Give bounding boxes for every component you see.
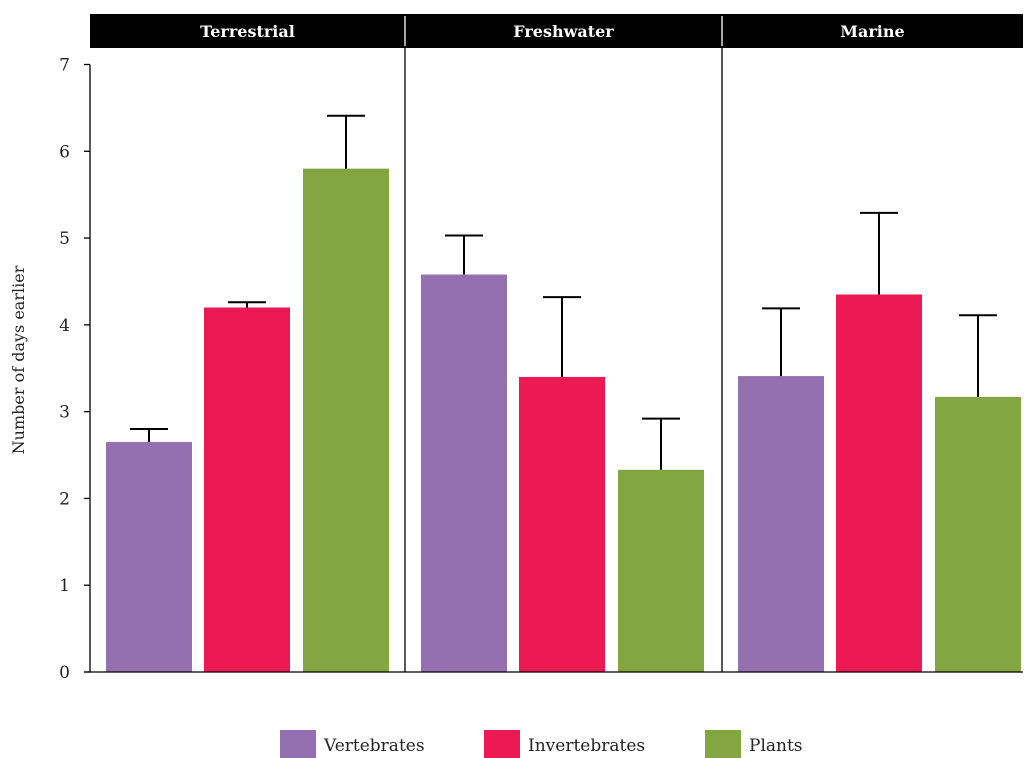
bar-freshwater-invertebrates — [519, 377, 605, 672]
legend-swatch-plants — [705, 730, 741, 758]
y-tick-label: 3 — [59, 403, 70, 423]
legend-swatch-invertebrates — [484, 730, 520, 758]
legend-label-plants: Plants — [749, 736, 803, 756]
y-tick-label: 4 — [59, 316, 70, 336]
bar-freshwater-plants — [618, 470, 704, 672]
bar-freshwater-vertebrates — [421, 275, 507, 672]
panel-title-freshwater: Freshwater — [513, 22, 614, 41]
bars — [106, 169, 1021, 672]
bar-marine-invertebrates — [836, 294, 922, 672]
y-tick-label: 0 — [59, 663, 70, 683]
legend-swatch-vertebrates — [280, 730, 316, 758]
y-tick-label: 6 — [59, 142, 70, 162]
panel-title-terrestrial: Terrestrial — [200, 22, 295, 41]
panel-headers: Terrestrial Freshwater Marine — [90, 14, 1023, 48]
legend-label-vertebrates: Vertebrates — [323, 736, 425, 756]
y-tick-label: 7 — [59, 56, 70, 76]
y-tick-label: 5 — [59, 229, 70, 249]
bar-terrestrial-invertebrates — [204, 308, 290, 673]
y-tick-label: 2 — [59, 489, 70, 509]
bar-marine-vertebrates — [738, 376, 824, 672]
legend: Vertebrates Invertebrates Plants — [280, 730, 803, 758]
bar-terrestrial-plants — [303, 169, 389, 672]
panel-title-marine: Marine — [840, 22, 904, 41]
y-axis-title: Number of days earlier — [9, 265, 28, 454]
legend-label-invertebrates: Invertebrates — [528, 736, 645, 756]
bar-marine-plants — [935, 397, 1021, 672]
y-axis: 0 1 2 3 4 5 6 7 — [59, 56, 90, 684]
y-tick-label: 1 — [59, 576, 70, 596]
bar-terrestrial-vertebrates — [106, 442, 192, 672]
